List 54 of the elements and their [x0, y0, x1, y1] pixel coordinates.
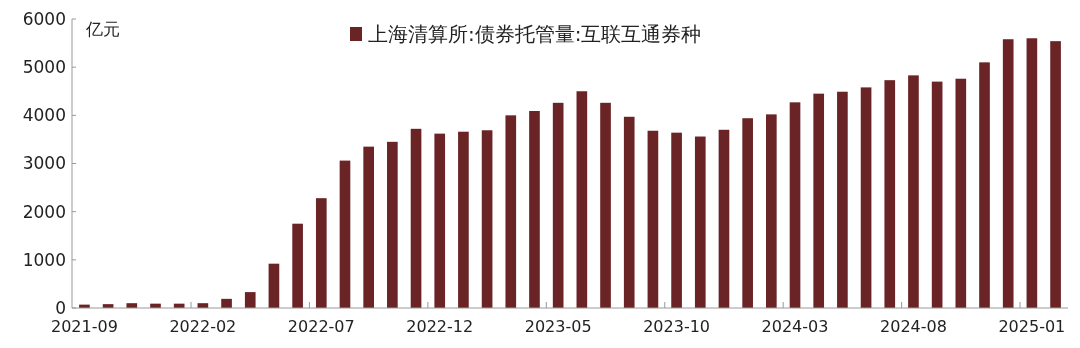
y-tick-label: 0: [55, 297, 66, 318]
bar: [268, 263, 280, 308]
x-tick-label: 2021-09: [51, 317, 118, 336]
x-tick-label: 2023-10: [643, 317, 711, 336]
bar: [1026, 38, 1038, 308]
bar: [979, 62, 990, 308]
x-tick-label: 2024-08: [880, 317, 947, 336]
x-tick-label: 2025-01: [998, 317, 1066, 336]
bar: [339, 160, 351, 308]
bar: [458, 131, 469, 308]
x-tick-label: 2023-05: [524, 317, 592, 336]
bar: [837, 91, 848, 308]
bar: [434, 133, 446, 308]
y-tick-label: 2000: [22, 201, 66, 222]
x-tick-label: 2022-02: [169, 317, 237, 336]
bar: [766, 114, 777, 308]
bar: [410, 128, 422, 308]
bar: [742, 118, 753, 308]
bar: [292, 223, 303, 308]
bar: [244, 292, 256, 308]
bar: [931, 81, 943, 308]
y-axis-title: 亿元: [85, 18, 120, 39]
bar: [813, 93, 825, 308]
bar: [647, 130, 659, 308]
bar: [694, 136, 706, 308]
x-tick-label: 2022-12: [406, 317, 474, 336]
bar: [315, 198, 327, 308]
y-tick-label: 4000: [22, 105, 66, 126]
y-tick-label: 3000: [22, 153, 66, 174]
bar: [552, 102, 564, 308]
y-tick-label: 5000: [22, 57, 66, 78]
bar: [481, 130, 493, 308]
bar: [860, 87, 872, 308]
y-tick-label: 6000: [22, 8, 66, 29]
y-tick-label: 1000: [22, 249, 66, 270]
bar: [1002, 39, 1014, 308]
bar: [623, 116, 635, 308]
bar: [363, 146, 374, 308]
bar: [600, 102, 611, 308]
x-tick-label: 2024-03: [761, 317, 829, 336]
bar: [955, 78, 967, 308]
bar: [387, 141, 398, 308]
bar: [221, 298, 232, 308]
bar: [1050, 41, 1061, 308]
bar: [718, 129, 730, 308]
bar: [789, 102, 801, 308]
bar: [529, 111, 540, 308]
bar: [576, 91, 588, 308]
bar: [884, 80, 896, 308]
legend-label: 上海清算所:债券托管量:互联互通券种: [368, 22, 702, 46]
x-tick-label: 2022-07: [287, 317, 355, 336]
bar: [671, 132, 682, 308]
bar: [908, 75, 919, 308]
bar: [505, 115, 517, 308]
